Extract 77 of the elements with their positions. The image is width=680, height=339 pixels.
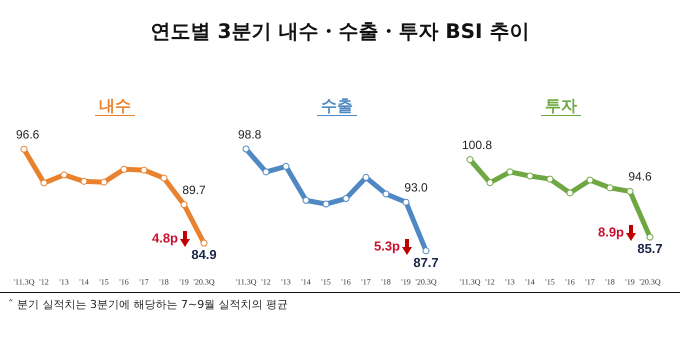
x-tick-label: '15 — [545, 277, 555, 286]
point — [242, 146, 250, 153]
point — [160, 174, 168, 182]
point — [546, 176, 554, 183]
x-tick-label: '20.3Q — [193, 277, 215, 286]
x-tick-label: '12 — [261, 277, 271, 286]
x-tick-label: '16 — [565, 277, 575, 286]
data-label: 85.7 — [637, 241, 663, 256]
x-tick-label: '19 — [625, 277, 635, 286]
x-tick-label: '14 — [79, 277, 89, 286]
chart-title: 내수 — [95, 96, 135, 116]
point — [302, 196, 310, 204]
point — [566, 189, 574, 196]
x-tick-label: '16 — [341, 277, 351, 286]
annotation: 8.9p — [598, 224, 624, 240]
point — [200, 240, 208, 247]
point — [362, 174, 370, 181]
chart-title: 수출 — [317, 96, 357, 116]
x-tick-label: '13 — [281, 277, 291, 286]
point — [402, 198, 410, 206]
x-tick-label: '12 — [39, 277, 49, 286]
data-label: 93.0 — [404, 180, 428, 195]
x-tick-label: '12 — [485, 277, 495, 286]
point — [506, 168, 514, 176]
x-tick-label: '14 — [301, 277, 311, 286]
data-label: 84.9 — [191, 247, 217, 262]
data-label: 98.8 — [238, 127, 262, 142]
x-tick-label: '20.3Q — [639, 277, 661, 286]
data-label: 89.7 — [182, 182, 206, 197]
point — [140, 166, 148, 174]
annotation: 5.3p — [374, 238, 400, 254]
data-label: 94.6 — [628, 170, 652, 184]
point — [20, 146, 28, 153]
point — [80, 178, 88, 185]
x-tick-label: '20.3Q — [415, 277, 437, 286]
chart-title: 투자 — [541, 96, 581, 116]
x-tick-label: '11.3Q — [236, 277, 257, 286]
x-tick-label: '15 — [99, 277, 109, 286]
x-tick-label: '15 — [321, 277, 331, 286]
point — [60, 171, 68, 178]
point — [526, 172, 534, 180]
x-tick-label: '17 — [139, 277, 149, 286]
annotation: 4.8p — [152, 230, 178, 246]
point — [586, 176, 594, 184]
point — [422, 247, 430, 254]
point — [282, 162, 290, 170]
x-tick-label: '13 — [505, 277, 515, 286]
point — [606, 184, 614, 192]
x-tick-label: '18 — [381, 277, 391, 286]
point — [120, 166, 128, 173]
x-tick-label: '14 — [525, 277, 535, 286]
point — [262, 168, 270, 176]
point — [40, 179, 48, 186]
point — [626, 188, 634, 195]
x-tick-label: '18 — [159, 277, 169, 286]
x-tick-label: '17 — [585, 277, 595, 286]
x-tick-label: '19 — [179, 277, 189, 286]
point — [180, 201, 188, 208]
text: ˆ 분기 실적치는 3분기에 해당하는 7~9월 실적치의 평균 — [0, 292, 680, 312]
x-tick-label: '16 — [119, 277, 129, 286]
point — [486, 179, 494, 186]
x-tick-label: '19 — [401, 277, 411, 286]
data-label: 87.7 — [413, 254, 439, 270]
point — [322, 200, 330, 208]
point — [342, 195, 350, 202]
x-tick-label: '18 — [605, 277, 615, 286]
data-label: 96.6 — [16, 128, 40, 142]
point — [466, 156, 474, 164]
x-tick-label: '17 — [361, 277, 371, 286]
x-tick-label: '13 — [59, 277, 69, 286]
x-tick-label: '11.3Q — [460, 277, 481, 286]
point — [382, 190, 390, 198]
point — [646, 234, 654, 241]
text: 연도별 3분기 내수・수출・투자 BSI 추이 — [150, 18, 530, 45]
x-tick-label: '11.3Q — [14, 277, 35, 286]
point — [100, 178, 108, 186]
data-label: 100.8 — [462, 138, 492, 152]
